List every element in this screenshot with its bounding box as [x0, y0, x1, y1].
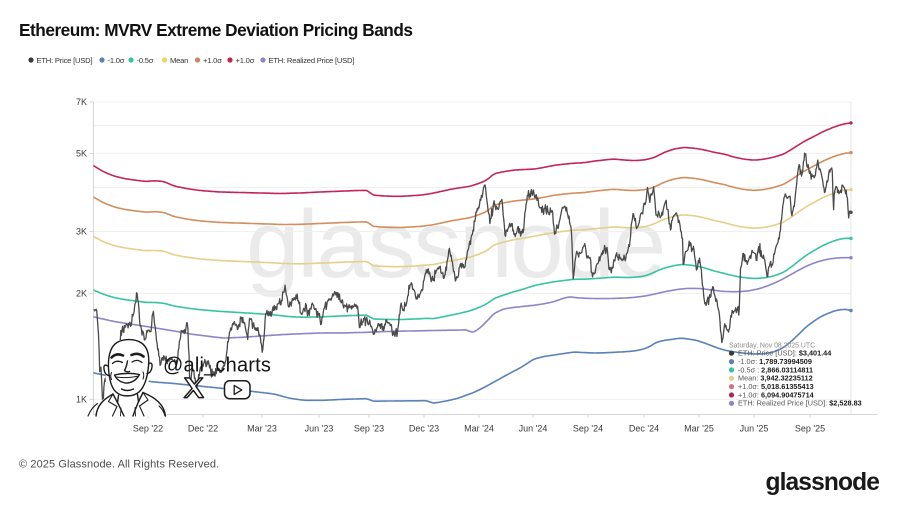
svg-text:-1.0σ: 1,789.73994509: -1.0σ: 1,789.73994509: [738, 357, 812, 366]
svg-text:glassnode: glassnode: [246, 191, 664, 298]
svg-text:Jun '25: Jun '25: [740, 424, 769, 434]
svg-text:Sep '23: Sep '23: [354, 424, 384, 434]
svg-text:Jun '24: Jun '24: [519, 424, 548, 434]
svg-text:Dec '24: Dec '24: [629, 424, 659, 434]
svg-text:Sep '22: Sep '22: [133, 424, 163, 434]
svg-text:+1.0σ: +1.0σ: [236, 56, 255, 65]
svg-text:ETH: Realized Price [USD]: ETH: Realized Price [USD]: [269, 56, 355, 65]
svg-text:@ali_charts: @ali_charts: [163, 355, 271, 377]
svg-text:Saturday, Nov 08 2025 UTC: Saturday, Nov 08 2025 UTC: [729, 343, 815, 350]
svg-text:Jun '23: Jun '23: [305, 424, 334, 434]
svg-text:-0.5σ: -0.5σ: [137, 56, 154, 65]
svg-text:ETH: Realized Price [USD]: $2,: ETH: Realized Price [USD]: $2,528.83: [738, 399, 862, 408]
svg-text:Mar '25: Mar '25: [684, 424, 714, 434]
svg-text:+1.0σ: 5,018.61355413: +1.0σ: 5,018.61355413: [738, 382, 814, 391]
svg-text:+1.0σ: +1.0σ: [203, 56, 222, 65]
svg-text:-0.5σ : 2,866.03114811: -0.5σ : 2,866.03114811: [738, 365, 813, 374]
svg-text:glassnode: glassnode: [765, 469, 879, 496]
svg-text:Mean: 3,942.32235112: Mean: 3,942.32235112: [738, 374, 813, 383]
svg-text:5K: 5K: [76, 149, 87, 159]
svg-text:1K: 1K: [76, 395, 87, 405]
svg-text:Dec '23: Dec '23: [409, 424, 439, 434]
svg-text:Mar '23: Mar '23: [247, 424, 277, 434]
svg-text:2K: 2K: [76, 289, 87, 299]
svg-text:ETH: Price [USD]: $3,401.44: ETH: Price [USD]: $3,401.44: [738, 349, 832, 358]
svg-text:Dec '22: Dec '22: [188, 424, 218, 434]
svg-text:© 2025 Glassnode. All Rights R: © 2025 Glassnode. All Rights Reserved.: [19, 459, 219, 471]
svg-text:Ethereum: MVRV Extreme Deviati: Ethereum: MVRV Extreme Deviation Pricing…: [19, 20, 413, 40]
svg-text:Sep '24: Sep '24: [573, 424, 603, 434]
svg-text:Mar '24: Mar '24: [464, 424, 494, 434]
svg-text:7K: 7K: [76, 97, 87, 107]
svg-text:+1.0σ: 6,094.90475714: +1.0σ: 6,094.90475714: [738, 390, 815, 399]
svg-text:-1.0σ: -1.0σ: [108, 56, 125, 65]
svg-text:Sep '25: Sep '25: [795, 424, 825, 434]
svg-text:Mean: Mean: [170, 56, 188, 65]
svg-text:ETH: Price [USD]: ETH: Price [USD]: [37, 56, 93, 65]
svg-text:3K: 3K: [76, 227, 87, 237]
